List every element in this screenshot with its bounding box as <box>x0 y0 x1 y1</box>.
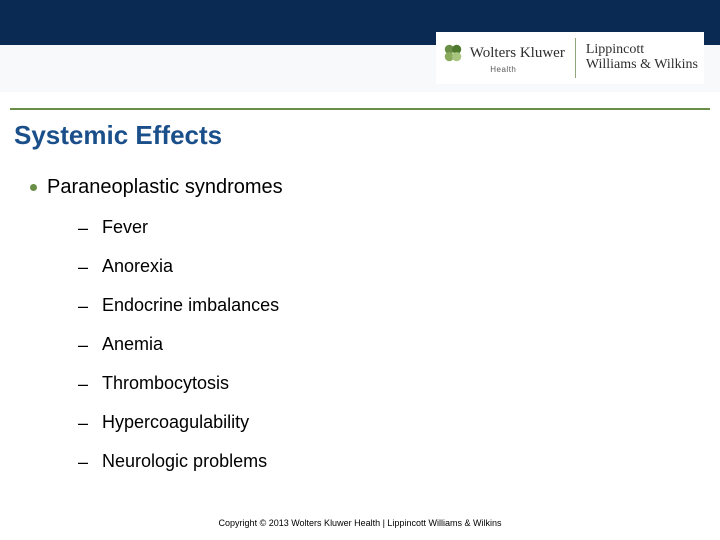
bullet-lvl2-text: Endocrine imbalances <box>102 295 279 316</box>
content-area: Paraneoplastic syndromes – Fever – Anore… <box>30 176 690 490</box>
bullet-lvl2-text: Neurologic problems <box>102 451 267 472</box>
dash-icon: – <box>78 375 88 393</box>
brand-lww-line2: Williams & Wilkins <box>586 58 698 73</box>
bullet-dot-icon <box>30 184 37 191</box>
clover-icon <box>442 42 464 64</box>
bullet-lvl2-text: Fever <box>102 217 148 238</box>
brand-wk-sub: Health <box>490 66 516 74</box>
slide: Wolters Kluwer Health Lippincott William… <box>0 0 720 540</box>
bullet-lvl2: – Endocrine imbalances <box>78 295 690 316</box>
slide-title: Systemic Effects <box>14 120 222 151</box>
bullet-lvl2-text: Thrombocytosis <box>102 373 229 394</box>
dash-icon: – <box>78 414 88 432</box>
bullet-lvl2-text: Hypercoagulability <box>102 412 249 433</box>
dash-icon: – <box>78 336 88 354</box>
bullet-lvl2: – Neurologic problems <box>78 451 690 472</box>
brand-wk-name: Wolters Kluwer <box>470 46 565 61</box>
brand-block: Wolters Kluwer Health Lippincott William… <box>436 32 704 84</box>
dash-icon: – <box>78 453 88 471</box>
dash-icon: – <box>78 219 88 237</box>
brand-left-row: Wolters Kluwer <box>442 42 565 64</box>
title-rule <box>10 108 710 110</box>
lvl2-list: – Fever – Anorexia – Endocrine imbalance… <box>78 217 690 472</box>
brand-right: Lippincott Williams & Wilkins <box>586 43 698 72</box>
header-band: Wolters Kluwer Health Lippincott William… <box>0 0 720 92</box>
bullet-lvl1-text: Paraneoplastic syndromes <box>47 176 283 199</box>
bullet-lvl2: – Hypercoagulability <box>78 412 690 433</box>
brand-divider <box>575 38 576 78</box>
bullet-lvl2: – Anorexia <box>78 256 690 277</box>
bullet-lvl1: Paraneoplastic syndromes <box>30 176 690 199</box>
bullet-lvl2-text: Anorexia <box>102 256 173 277</box>
bullet-lvl2: – Fever <box>78 217 690 238</box>
bullet-lvl2: – Anemia <box>78 334 690 355</box>
bullet-lvl2-text: Anemia <box>102 334 163 355</box>
dash-icon: – <box>78 258 88 276</box>
dash-icon: – <box>78 297 88 315</box>
copyright-footer: Copyright © 2013 Wolters Kluwer Health |… <box>0 518 720 528</box>
brand-left: Wolters Kluwer Health <box>442 42 565 74</box>
bullet-lvl2: – Thrombocytosis <box>78 373 690 394</box>
brand-lww-line1: Lippincott <box>586 43 698 58</box>
